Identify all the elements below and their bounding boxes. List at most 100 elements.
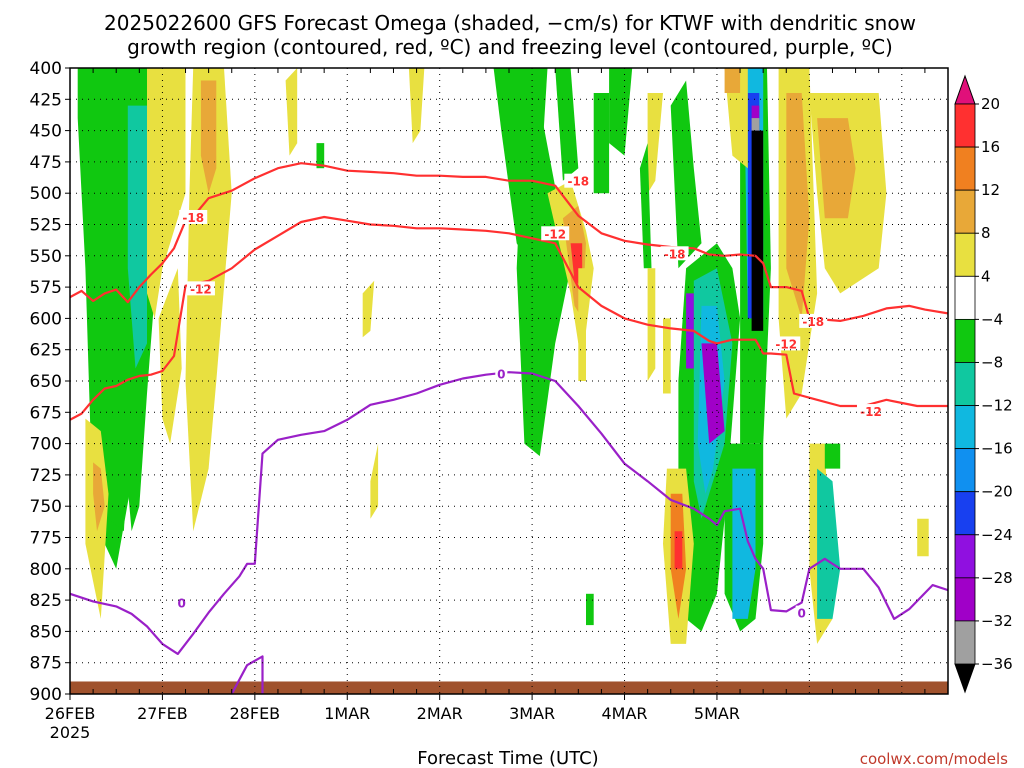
contour-label-bg — [660, 246, 689, 261]
x-axis-year: 2025 — [50, 723, 91, 742]
omega-patch — [285, 68, 298, 156]
contour-line — [70, 215, 948, 421]
omega-patch — [593, 93, 610, 194]
contour-label-bg — [179, 209, 208, 224]
y-axis-ticks: 400 425 450 475 500 525 550 575 600 625 650 675 700 7… — [30, 59, 70, 705]
omega-patch — [751, 130, 764, 331]
contour-label-bg — [772, 336, 801, 351]
omega-patch — [586, 593, 594, 626]
omega-patch — [370, 443, 379, 519]
x-tick-label: 26FEB — [45, 704, 96, 723]
contour-label: 0 — [797, 607, 805, 621]
y-tick-label: 900 — [30, 685, 62, 705]
contour-label-bg — [186, 281, 215, 296]
x-axis-label: Forecast Time (UTC) — [417, 748, 598, 768]
contour-label: -12 — [775, 337, 797, 351]
x-axis-ticks: 26FEB 27FEB 28FEB 1MAR 2MAR 3MAR 4MAR 5MAR — [45, 694, 740, 723]
omega-patch — [185, 68, 232, 532]
y-tick-label: 625 — [30, 341, 62, 361]
colorbar-label: 12 — [981, 181, 1000, 199]
omega-patch — [516, 93, 571, 457]
omega-patch — [93, 462, 105, 532]
omega-shading — [77, 68, 929, 644]
x-tick-label: 2MAR — [417, 704, 463, 723]
omega-patch — [732, 468, 756, 619]
omega-patch — [362, 280, 375, 338]
colorbar-label: −20 — [981, 483, 1013, 501]
omega-patch — [108, 381, 132, 532]
omega-patch — [817, 468, 841, 619]
contour-label: 0 — [497, 367, 505, 381]
contour-label-bg — [495, 366, 508, 381]
omega-patch — [674, 531, 683, 569]
terrain-band — [70, 681, 948, 694]
credit-text: coolwx.com/models — [860, 750, 1008, 768]
contour-label-bg — [564, 173, 593, 188]
contour-label: -18 — [182, 211, 204, 225]
omega-patch — [639, 143, 652, 269]
y-tick-label: 725 — [30, 466, 62, 486]
colorbar-label: −36 — [981, 655, 1013, 673]
colorbar-label: −24 — [981, 526, 1013, 544]
contour-label-bg — [799, 313, 828, 328]
contour-label-bg — [175, 595, 188, 610]
x-tick-label: 4MAR — [602, 704, 648, 723]
y-tick-label: 550 — [30, 247, 62, 267]
chart-title-line-2: growth region (contoured, red, ºC) and f… — [127, 35, 893, 59]
omega-patch — [724, 68, 748, 169]
colorbar-bin — [954, 405, 976, 450]
colorbar-label: −8 — [981, 353, 1003, 371]
omega-patch — [663, 318, 671, 394]
colorbar-bin — [954, 189, 976, 234]
x-tick-label: 28FEB — [230, 704, 281, 723]
omega-patch — [647, 93, 663, 194]
contour-label-bg — [541, 226, 570, 241]
omega-patch — [724, 68, 741, 93]
contour-label: -18 — [802, 315, 824, 329]
colorbar-label: 20 — [981, 95, 1000, 113]
y-tick-label: 650 — [30, 372, 62, 392]
omega-patch — [408, 68, 425, 144]
y-tick-label: 875 — [30, 654, 62, 674]
x-tick-label: 5MAR — [694, 704, 740, 723]
y-tick-label: 675 — [30, 403, 62, 423]
y-tick-label: 850 — [30, 622, 62, 642]
y-tick-label: 800 — [30, 560, 62, 580]
y-tick-label: 525 — [30, 216, 62, 236]
omega-patch — [158, 268, 182, 444]
y-tick-label: 500 — [30, 184, 62, 204]
omega-patch — [609, 68, 633, 156]
y-tick-label: 825 — [30, 591, 62, 611]
y-tick-label: 400 — [30, 59, 62, 79]
colorbar-label: 4 — [981, 267, 991, 285]
y-tick-label: 575 — [30, 278, 62, 298]
colorbar-over-triangle — [954, 74, 976, 105]
colorbar-bin — [954, 146, 976, 191]
x-tick-label: 27FEB — [137, 704, 188, 723]
contour-label: -18 — [567, 175, 589, 189]
colorbar-bin — [954, 534, 976, 579]
omega-patch — [751, 118, 760, 131]
y-tick-label: 700 — [30, 435, 62, 455]
y-tick-label: 475 — [30, 153, 62, 173]
omega-patch — [824, 443, 841, 469]
omega-patch — [578, 268, 586, 381]
colorbar-label: 8 — [981, 224, 991, 242]
colorbar-label: −28 — [981, 569, 1013, 587]
colorbar-bin — [954, 318, 976, 363]
contour-lines: -18 -18 -18 -18 -12 -12 -12 -12 0 0 0 — [70, 162, 948, 694]
y-tick-label: 425 — [30, 90, 62, 110]
contour-line — [70, 162, 948, 322]
colorbar-bin — [954, 577, 976, 622]
contour-label: -12 — [190, 282, 212, 296]
terrain-rect — [70, 681, 948, 694]
colorbar-bin — [954, 232, 976, 277]
contour-label: -12 — [544, 227, 566, 241]
omega-patch — [555, 68, 579, 181]
contour-label: -18 — [664, 247, 686, 261]
colorbar-label: −12 — [981, 397, 1013, 415]
colorbar-label: 16 — [981, 138, 1000, 156]
colorbar-bin — [954, 103, 976, 148]
y-tick-label: 750 — [30, 497, 62, 517]
